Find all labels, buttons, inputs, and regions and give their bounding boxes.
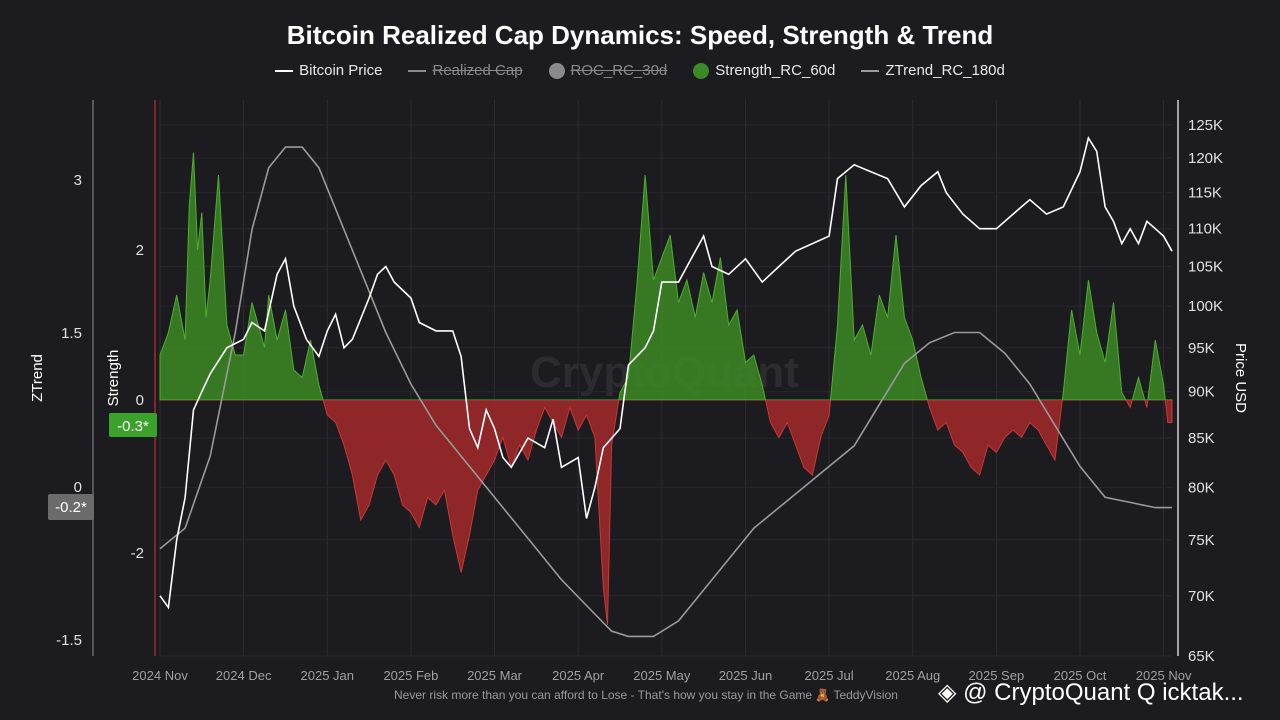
legend-label: Bitcoin Price — [299, 62, 383, 79]
legend-line-icon — [275, 69, 294, 72]
ztrend-tick-label: -1.5 — [56, 632, 82, 649]
x-tick-label: 2025 Mar — [467, 668, 523, 683]
ztrend-current-badge — [48, 494, 94, 520]
price-tick-label: 110K — [1188, 221, 1222, 238]
strength-tick-label: 2 — [136, 242, 144, 259]
x-tick-label: 2025 May — [633, 668, 691, 683]
legend-label: ROC_RC_30d — [570, 62, 668, 79]
ztrend-current-label: -0.2* — [55, 499, 87, 516]
chart-title: Bitcoin Realized Cap Dynamics: Speed, St… — [286, 20, 994, 50]
bitcoin-price-line — [159, 135, 1173, 610]
price-tick-label: 125K — [1188, 117, 1223, 134]
strength-tick-label: -2 — [131, 545, 144, 562]
ztrend-tick-label: 0 — [74, 479, 82, 496]
ztrend-line — [159, 146, 1172, 638]
legend-line-icon — [861, 69, 880, 72]
price-tick-label: 80K — [1188, 479, 1215, 496]
price-tick-label: 75K — [1188, 532, 1215, 549]
x-tick-label: 2025 Jul — [805, 668, 854, 683]
ztrend-tick-label: 1.5 — [61, 325, 82, 342]
strength-area-negative — [159, 400, 1173, 626]
x-tick-label: 2025 Apr — [552, 668, 605, 683]
x-tick-label: 2025 Aug — [885, 668, 940, 683]
x-tick-label: 2024 Nov — [132, 668, 188, 683]
strength-tick-label: 0 — [136, 392, 144, 409]
price-tick-label: 85K — [1188, 430, 1215, 447]
legend-realized-cap[interactable]: Realized Cap — [408, 62, 523, 79]
legend-line-icon — [408, 69, 427, 72]
legend-label: ZTrend_RC_180d — [885, 62, 1005, 79]
price-tick-label: 105K — [1188, 258, 1223, 275]
legend-roc-rc-30d[interactable]: ROC_RC_30d — [548, 62, 668, 79]
ztrend-axis-title: ZTrend — [29, 354, 46, 402]
price-tick-label: 70K — [1188, 588, 1215, 605]
x-tick-label: 2025 Jun — [719, 668, 773, 683]
x-tick-label: 2024 Dec — [216, 668, 272, 683]
price-tick-label: 100K — [1188, 298, 1223, 315]
x-tick-label: 2025 Nov — [1136, 668, 1192, 683]
footer-disclaimer: Never risk more than you can afford to L… — [394, 688, 898, 702]
x-tick-label: 2025 Feb — [383, 668, 438, 683]
strength-current-badge — [109, 413, 157, 437]
price-tick-label: 90K — [1188, 384, 1215, 401]
price-axis-title: Price USD — [1232, 343, 1249, 413]
legend-dot-icon — [548, 62, 565, 79]
legend-bitcoin-price[interactable]: Bitcoin Price — [275, 62, 382, 79]
legend-ztrend-rc-180d[interactable]: ZTrend_RC_180d — [861, 62, 1005, 79]
price-tick-label: 95K — [1188, 340, 1215, 357]
legend-label: Strength_RC_60d — [715, 62, 836, 79]
legend-label: Realized Cap — [432, 62, 523, 79]
x-tick-label: 2025 Jan — [301, 668, 355, 683]
strength-current-label: -0.3* — [117, 418, 149, 435]
price-tick-label: 115K — [1188, 185, 1222, 202]
price-tick-label: 120K — [1188, 150, 1223, 167]
legend: Bitcoin Price Realized Cap ROC_RC_30d St… — [0, 62, 1280, 79]
legend-dot-icon — [693, 62, 710, 79]
x-tick-label: 2025 Oct — [1054, 668, 1107, 683]
ztrend-tick-label: 3 — [74, 172, 82, 189]
price-tick-label: 65K — [1188, 648, 1215, 665]
x-tick-label: 2025 Sep — [969, 668, 1025, 683]
strength-axis-title: Strength — [105, 350, 122, 407]
legend-strength-rc-60d[interactable]: Strength_RC_60d — [693, 62, 835, 79]
strength-area-positive — [159, 152, 1173, 400]
brand-label: ◈ @ CryptoQuant Q icktak... — [938, 679, 1244, 706]
